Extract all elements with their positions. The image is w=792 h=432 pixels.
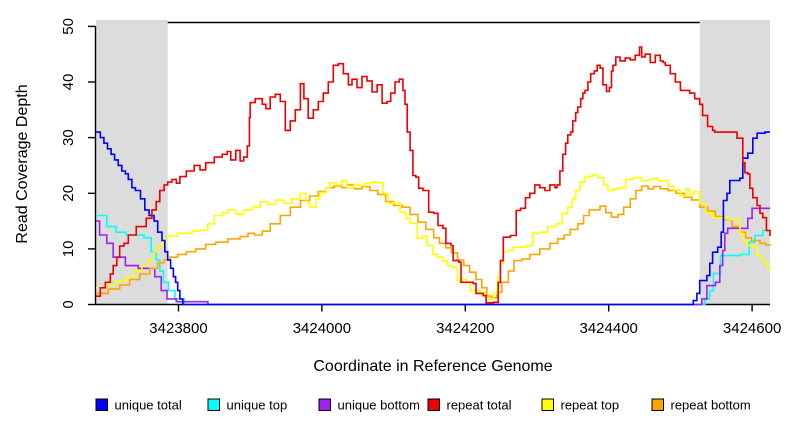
shaded-band-1 [699, 20, 770, 305]
legend-swatch-repeat-top [541, 398, 554, 411]
legend-label-unique-bottom: unique bottom [338, 398, 420, 413]
series-repeat-bottom-line [96, 184, 771, 299]
series-unique-bottom-line [96, 207, 770, 306]
x-tick-label: 3424400 [579, 320, 637, 337]
y-tick-label: 40 [60, 74, 77, 91]
y-tick-label: 20 [60, 185, 77, 202]
y-tick-label: 10 [60, 241, 77, 258]
shaded-band-0 [96, 20, 168, 305]
y-tick-label: 30 [60, 129, 77, 146]
legend-label-repeat-total: repeat total [447, 398, 512, 413]
series-repeat-top-line [96, 174, 771, 300]
legend-swatch-unique-bottom [318, 398, 331, 411]
series-unique-total-line [96, 131, 770, 306]
legend-label-unique-total: unique total [115, 398, 182, 413]
x-tick-label: 3423800 [149, 320, 207, 337]
series-repeat-total-line [96, 46, 771, 304]
legend-swatch-repeat-bottom [651, 398, 664, 411]
x-tick-label: 3424000 [293, 320, 351, 337]
y-tick-label: 0 [60, 300, 77, 308]
legend-label-repeat-top: repeat top [561, 398, 620, 413]
x-tick-label: 3424600 [723, 320, 781, 337]
legend-label-repeat-bottom: repeat bottom [671, 398, 751, 413]
x-tick-label: 3424200 [436, 320, 494, 337]
x-axis-title: Coordinate in Reference Genome [313, 358, 552, 375]
legend-swatch-unique-total [95, 398, 108, 411]
legend-label-unique-top: unique top [227, 398, 288, 413]
y-tick-label: 50 [60, 18, 77, 35]
legend-swatch-repeat-total [427, 398, 440, 411]
y-axis-title: Read Coverage Depth [14, 84, 31, 243]
legend-swatch-unique-top [207, 398, 220, 411]
